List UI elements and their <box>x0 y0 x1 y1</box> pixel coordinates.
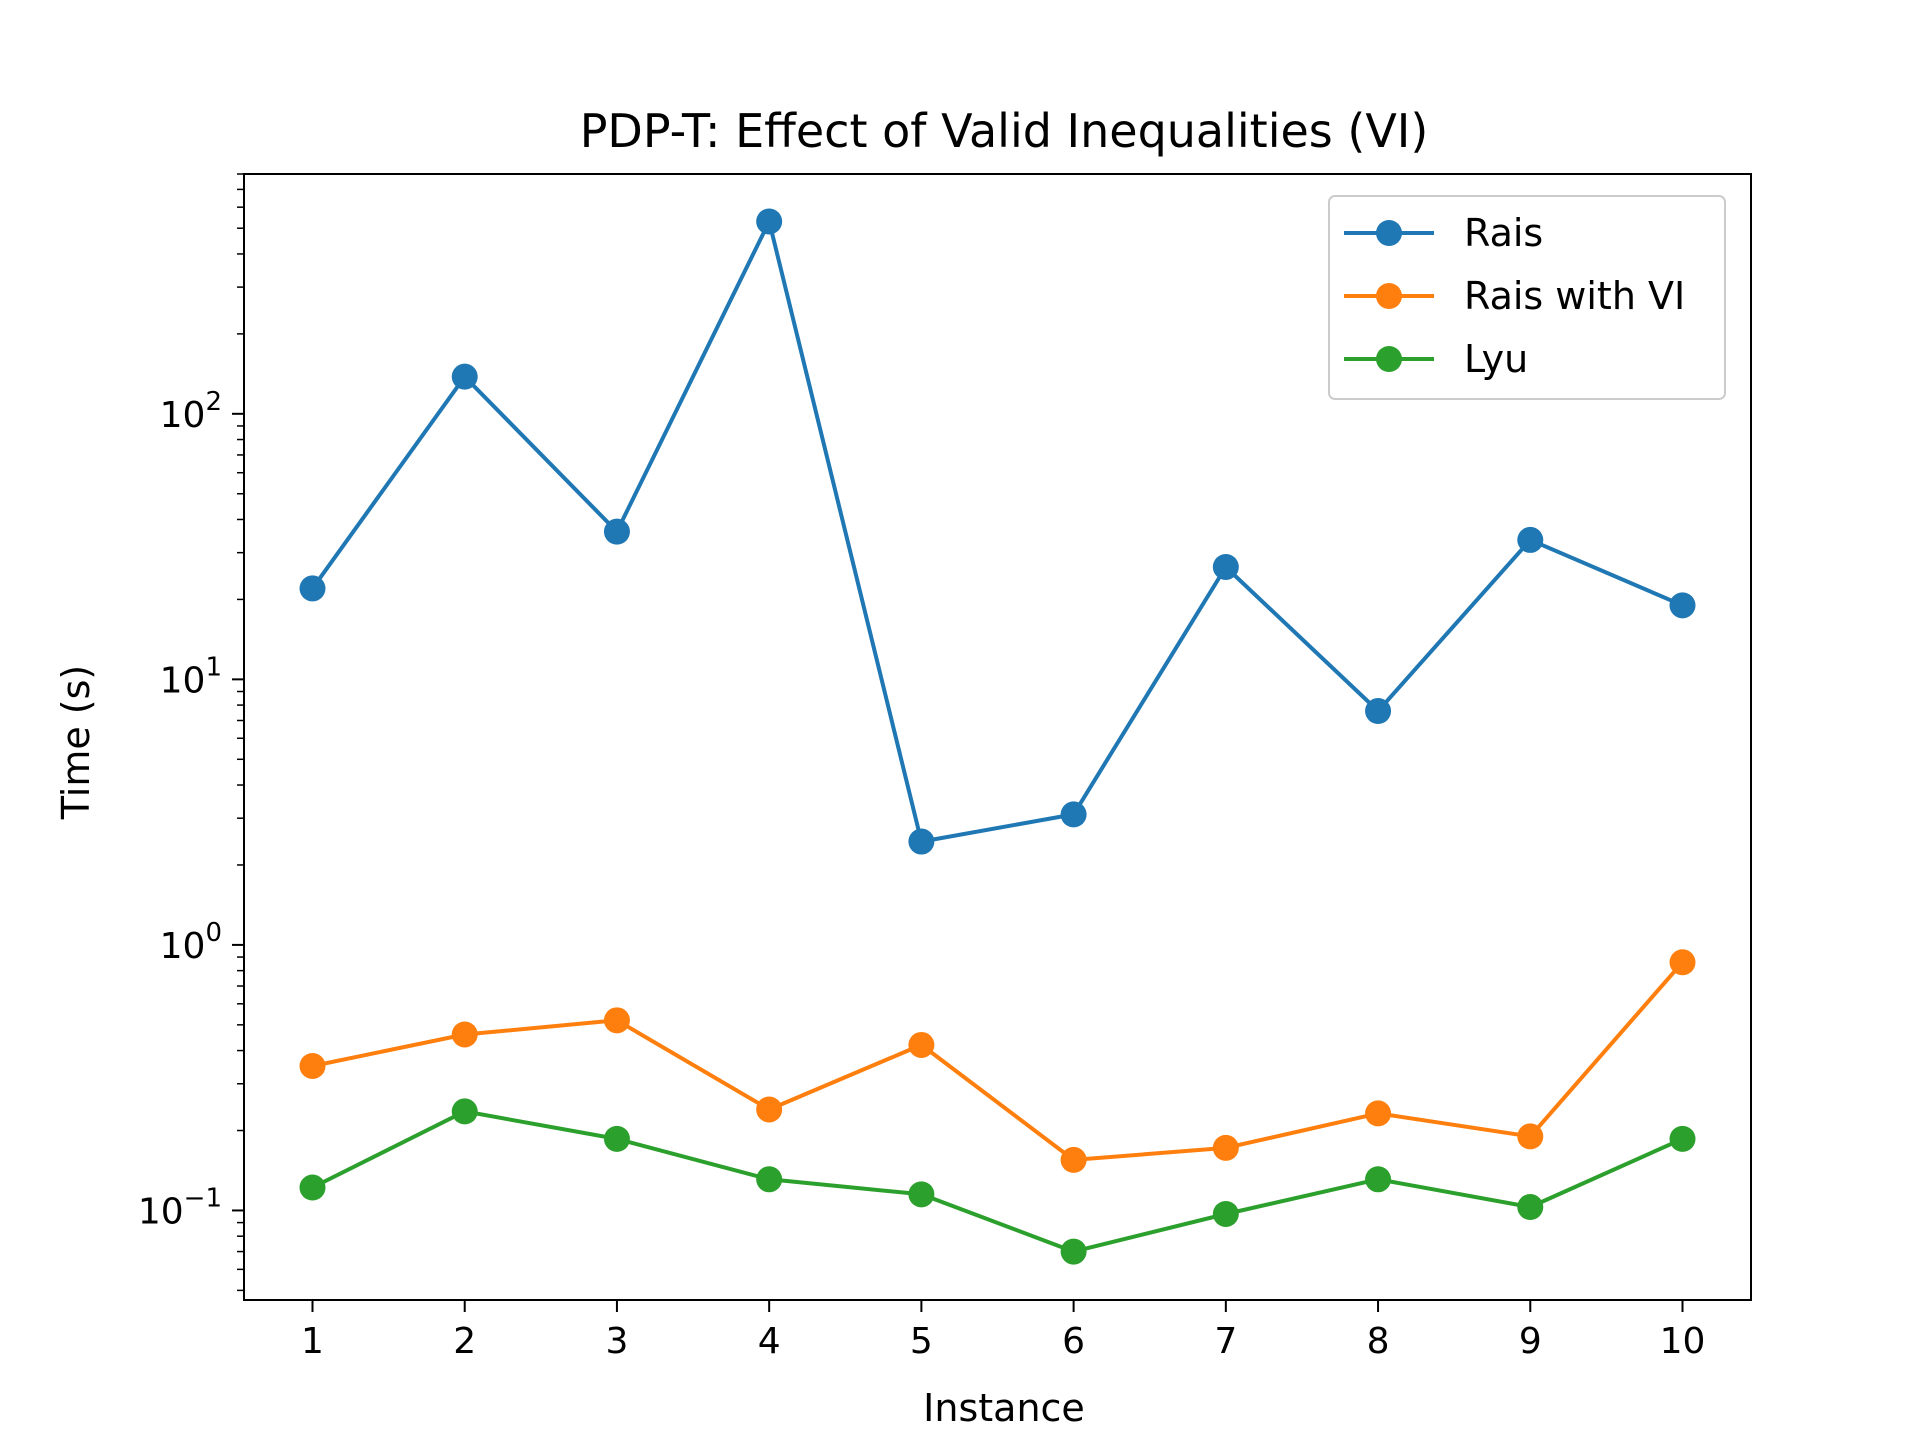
x-tick-label: 5 <box>910 1321 933 1362</box>
series-line <box>312 960 1685 1162</box>
legend-label: Rais with VI <box>1464 274 1685 318</box>
data-point <box>603 1125 630 1152</box>
chart-title: PDP-T: Effect of Valid Inequalities (VI) <box>580 104 1429 158</box>
series-lyu <box>299 1098 1696 1265</box>
y-tick-label-base: 10 <box>160 926 206 967</box>
data-point <box>908 1181 935 1208</box>
y-tick-label: 10−1 <box>138 1183 222 1232</box>
data-point <box>451 363 478 390</box>
legend-box <box>1328 195 1726 400</box>
y-tick-label-exponent: 1 <box>205 652 222 682</box>
y-tick-label-base: 10 <box>138 1191 184 1232</box>
y-tick-label-base: 10 <box>160 660 206 701</box>
x-tick-label: 8 <box>1367 1321 1390 1362</box>
data-point <box>1365 698 1392 725</box>
data-point <box>1365 1100 1392 1127</box>
legend-label: Rais <box>1464 211 1543 255</box>
y-tick-label: 101 <box>160 652 222 701</box>
data-point <box>1517 1194 1544 1221</box>
data-point <box>908 828 935 855</box>
y-tick-label-exponent: −1 <box>184 1183 222 1213</box>
y-minor-ticks <box>237 173 244 1292</box>
y-tick-label: 102 <box>160 387 222 436</box>
series-rais <box>299 208 1696 855</box>
data-point <box>1669 949 1696 976</box>
data-point <box>603 1007 630 1034</box>
x-tick-label: 2 <box>453 1321 476 1362</box>
x-axis-label: Instance <box>923 1386 1085 1430</box>
data-point <box>1212 1134 1239 1161</box>
x-tick-label: 6 <box>1062 1321 1085 1362</box>
series-group <box>299 208 1696 1265</box>
series-line <box>310 219 1684 844</box>
series-line <box>311 1109 1684 1254</box>
y-tick-label-exponent: 0 <box>205 918 222 948</box>
x-tick-label: 7 <box>1214 1321 1237 1362</box>
x-tick-label: 10 <box>1660 1321 1706 1362</box>
series-rais-with-vi <box>299 949 1696 1173</box>
legend-label: Lyu <box>1464 337 1528 381</box>
plot-frame <box>243 173 1752 1301</box>
data-point <box>451 1098 478 1125</box>
y-tick-label: 100 <box>160 918 222 967</box>
data-point <box>1669 592 1696 619</box>
data-point <box>1517 1123 1544 1150</box>
data-point <box>1212 553 1239 580</box>
data-point <box>1212 1200 1239 1227</box>
data-point <box>603 518 630 545</box>
data-point <box>756 208 783 235</box>
y-tick-label-base: 10 <box>160 395 206 436</box>
data-point <box>908 1031 935 1058</box>
x-tick-label: 1 <box>301 1321 324 1362</box>
data-point <box>1669 1125 1696 1152</box>
data-point <box>1365 1166 1392 1193</box>
data-point <box>756 1096 783 1123</box>
x-tick-label: 9 <box>1519 1321 1542 1362</box>
legend: Rais Rais with VI Lyu <box>1328 195 1726 400</box>
data-point <box>1517 526 1544 553</box>
data-point <box>1060 1146 1087 1173</box>
x-tick-label: 3 <box>605 1321 628 1362</box>
y-tick-label-exponent: 2 <box>205 387 222 417</box>
data-point <box>756 1166 783 1193</box>
legend-item: Rais with VI <box>1344 274 1685 318</box>
data-point <box>451 1021 478 1048</box>
x-axis-ticks: 1 2 3 4 5 6 7 8 9 10 <box>301 1300 1705 1362</box>
data-point <box>299 575 326 602</box>
legend-marker <box>1376 283 1402 309</box>
y-axis-label: Time (s) <box>54 665 98 821</box>
data-point <box>1060 1238 1087 1265</box>
data-point <box>299 1174 326 1201</box>
data-point <box>1060 801 1087 828</box>
legend-marker <box>1376 346 1402 372</box>
x-tick-label: 4 <box>758 1321 781 1362</box>
legend-marker <box>1376 220 1402 246</box>
legend-item: Rais <box>1344 211 1543 255</box>
legend-item: Lyu <box>1344 337 1528 381</box>
data-point <box>299 1052 326 1079</box>
